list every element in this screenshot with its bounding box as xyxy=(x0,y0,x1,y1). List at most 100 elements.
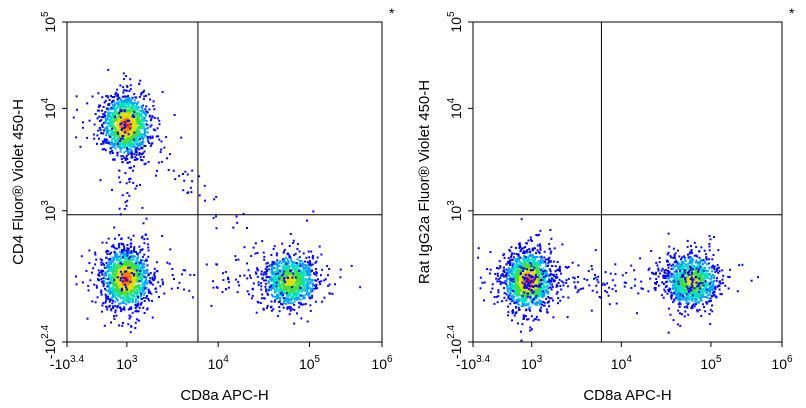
event-dot xyxy=(133,131,136,134)
event-dot xyxy=(511,309,514,312)
event-dot xyxy=(138,263,140,266)
event-dot xyxy=(126,291,129,294)
event-dot xyxy=(564,266,567,268)
event-dot xyxy=(296,258,299,261)
event-dot xyxy=(166,261,169,264)
event-dot xyxy=(290,277,293,280)
event-dot xyxy=(144,108,147,111)
event-dot xyxy=(129,177,132,180)
event-dot xyxy=(271,277,274,280)
event-dot xyxy=(232,226,235,229)
event-dot xyxy=(111,260,114,263)
event-dot xyxy=(284,267,287,270)
event-dot xyxy=(156,127,159,130)
event-dot xyxy=(535,297,538,300)
event-dot xyxy=(116,253,119,256)
event-dot xyxy=(121,324,124,327)
event-dot xyxy=(124,201,127,204)
event-dot xyxy=(131,138,133,141)
event-dot xyxy=(270,305,273,308)
event-dot xyxy=(136,310,139,313)
event-dot xyxy=(286,290,288,293)
event-dot xyxy=(123,308,126,311)
event-dot xyxy=(124,260,127,263)
event-dot xyxy=(287,285,290,288)
event-dot xyxy=(130,275,132,278)
event-dot xyxy=(297,301,300,304)
event-dot xyxy=(135,262,138,265)
event-dot xyxy=(123,121,126,123)
event-dot xyxy=(118,128,121,131)
event-dot xyxy=(126,293,129,296)
event-dot xyxy=(103,272,106,275)
event-dot xyxy=(157,135,160,138)
event-dot xyxy=(151,276,154,279)
event-dot xyxy=(125,133,128,136)
event-dot xyxy=(89,279,92,282)
event-dot xyxy=(149,98,151,101)
event-dot xyxy=(139,156,142,158)
event-dot xyxy=(502,275,505,278)
event-dot xyxy=(221,291,224,294)
event-dot xyxy=(523,252,526,255)
event-dot xyxy=(276,270,278,273)
event-dot xyxy=(132,291,135,294)
event-dot xyxy=(156,117,159,120)
event-dot xyxy=(107,277,110,280)
event-dot xyxy=(222,272,224,275)
event-dot xyxy=(517,254,520,257)
event-dot xyxy=(122,155,125,158)
event-dot xyxy=(509,259,512,262)
event-dot xyxy=(263,255,266,258)
event-dot xyxy=(135,137,138,140)
event-dot xyxy=(298,283,301,286)
event-dot xyxy=(133,99,136,102)
event-dot xyxy=(127,123,130,126)
event-dot xyxy=(139,249,142,252)
population-3 xyxy=(215,210,362,325)
event-dot xyxy=(301,284,304,287)
event-dot xyxy=(250,255,253,257)
event-dot xyxy=(148,281,151,284)
event-dot xyxy=(124,131,127,134)
event-dot xyxy=(127,308,130,311)
event-dot xyxy=(133,165,135,168)
event-dot xyxy=(260,282,263,285)
event-dot xyxy=(112,145,115,148)
event-dot xyxy=(131,96,134,99)
event-dot xyxy=(122,289,125,292)
event-dot xyxy=(132,256,135,259)
event-dot xyxy=(116,276,119,279)
event-dot xyxy=(129,280,132,283)
event-dot xyxy=(95,286,98,289)
event-dot xyxy=(155,290,158,293)
event-dot xyxy=(286,269,288,272)
event-dot xyxy=(122,268,125,271)
event-dot xyxy=(107,280,110,283)
event-dot xyxy=(307,283,310,286)
event-dot xyxy=(267,289,270,292)
event-dot xyxy=(126,247,129,250)
event-dot xyxy=(143,253,146,256)
event-dot xyxy=(145,279,148,282)
event-dot xyxy=(264,285,267,288)
event-dot xyxy=(120,109,123,112)
event-dot xyxy=(315,274,318,277)
event-dot xyxy=(124,287,126,289)
event-dot xyxy=(131,136,134,139)
event-dot xyxy=(122,280,124,283)
event-dot xyxy=(116,99,119,102)
event-dot xyxy=(489,251,492,254)
event-dot xyxy=(127,323,130,326)
event-dot xyxy=(133,138,136,141)
event-dot xyxy=(131,118,134,121)
event-dot xyxy=(124,250,127,253)
event-dot xyxy=(121,250,124,253)
event-dot xyxy=(125,286,128,289)
event-dot xyxy=(75,275,77,278)
event-dot xyxy=(141,287,144,290)
event-dot xyxy=(123,247,126,250)
event-dot xyxy=(142,127,145,130)
